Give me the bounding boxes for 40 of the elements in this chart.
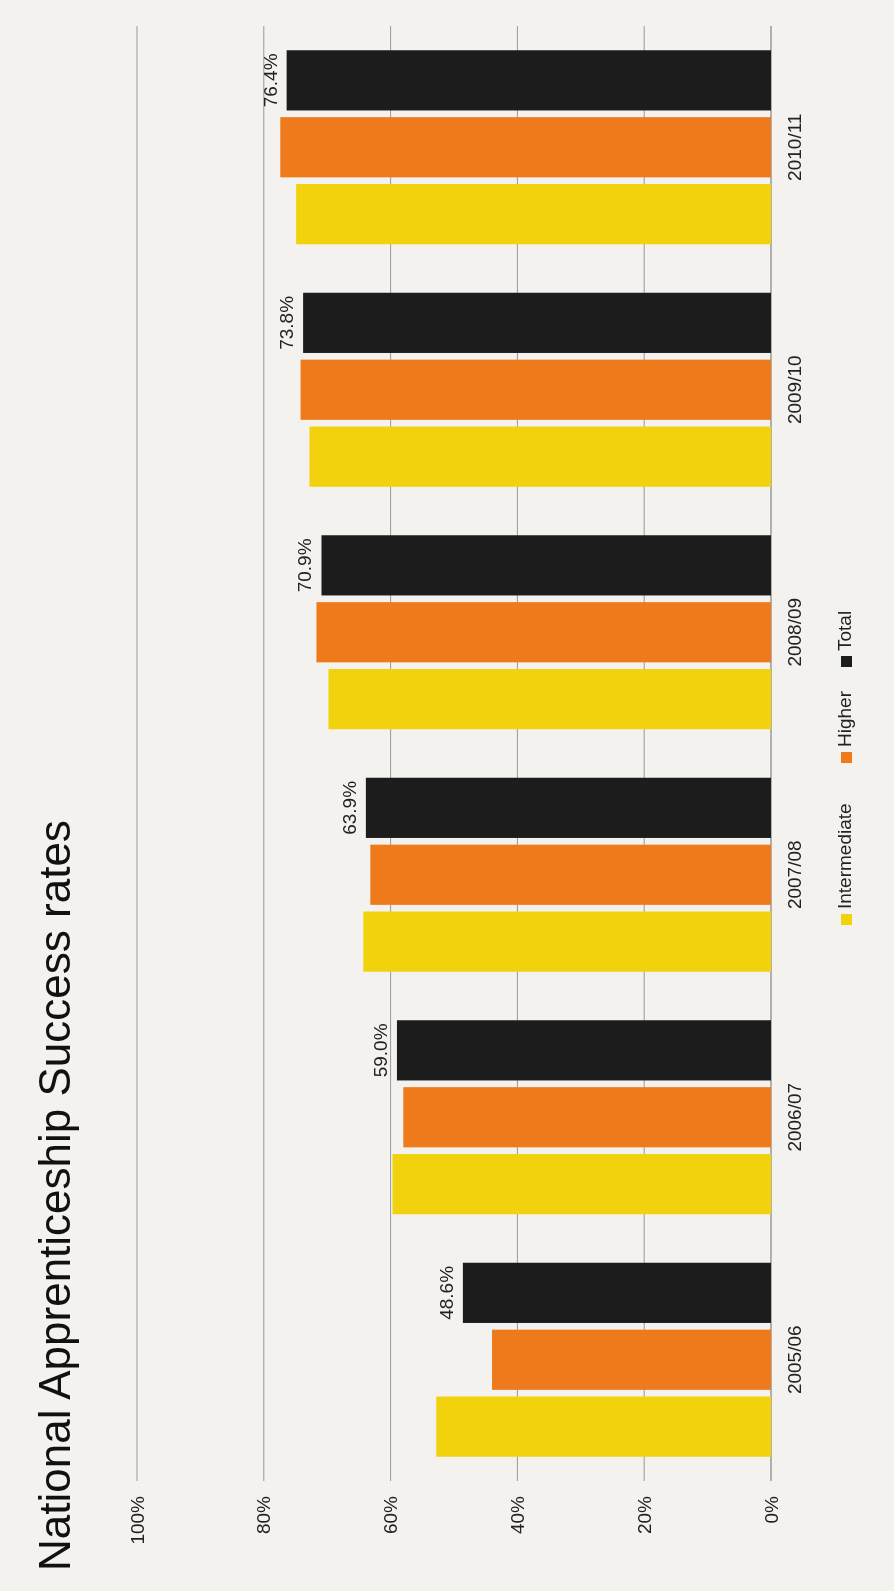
bar [303,292,771,353]
x-tick-label: 80% [253,1495,275,1535]
bar [396,1020,771,1081]
bar [286,50,771,111]
data-label: 63.9% [338,780,360,835]
bar [300,359,771,420]
data-label: 48.6% [435,1265,457,1320]
bar [363,911,771,972]
bar [316,602,771,663]
bar [403,1087,771,1148]
bar [392,1154,771,1215]
bar [280,117,771,178]
y-tick-label: 2006/07 [784,1082,805,1152]
y-tick-label: 2009/10 [784,355,805,425]
bar [436,1396,771,1457]
text: Total [834,610,855,651]
y-tick-label: 2005/06 [784,1325,805,1395]
bar [365,777,771,838]
x-tick-label: 60% [380,1495,402,1535]
x-tick-label: 0% [760,1495,782,1524]
text: Intermediate [834,803,855,909]
bar [492,1329,771,1390]
y-tick-label: 2008/09 [784,597,805,667]
x-tick-label: 40% [507,1495,529,1535]
bar [462,1262,771,1323]
bar [321,535,771,596]
x-tick-label: 100% [126,1495,148,1545]
bar [309,426,771,487]
data-label: 76.4% [259,53,281,108]
bar [296,184,771,245]
text: Higher [834,690,855,747]
data-label: 70.9% [294,538,316,593]
y-tick-label: 2010/11 [784,113,805,181]
text: National Apprenticeship Success rates [30,820,79,1571]
bar [370,844,771,905]
bar [328,669,771,730]
y-tick-label: 2007/08 [784,840,805,910]
x-tick-label: 20% [633,1495,655,1535]
data-label: 59.0% [369,1023,391,1078]
data-label: 73.8% [276,295,298,350]
